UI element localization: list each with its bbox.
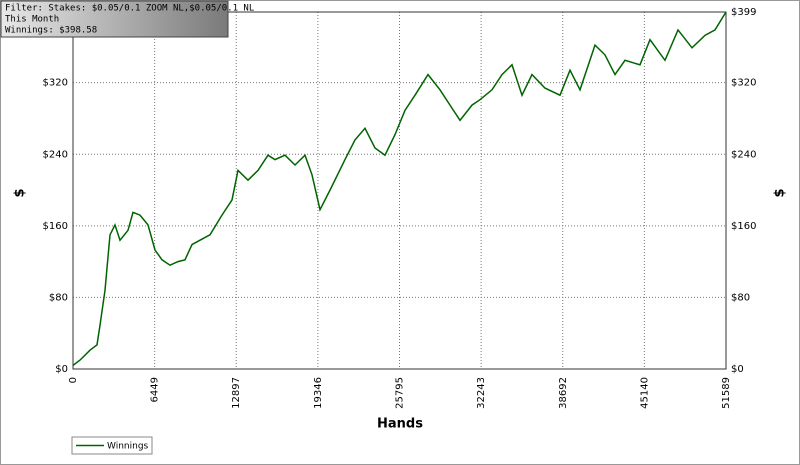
y-tick-label: $160 xyxy=(43,221,68,232)
info-line: Winnings: $398.58 xyxy=(5,26,97,36)
y2-tick-label: $399 xyxy=(731,7,756,18)
plot-area: $0$0$80$80$160$160$240$240$320$320$399$3… xyxy=(43,7,757,409)
overlay: Filter: Stakes: $0.05/0.1 ZOOM NL,$0.05/… xyxy=(0,0,788,455)
plot-border xyxy=(72,11,727,370)
y2-tick-label: $320 xyxy=(731,78,756,89)
y2-axis-title: $ xyxy=(773,188,788,197)
y2-tick-label: $240 xyxy=(731,149,756,160)
y-tick-label: $320 xyxy=(43,78,68,89)
info-box xyxy=(0,0,229,38)
y-tick-label: $0 xyxy=(55,364,68,375)
y2-tick-label: $0 xyxy=(731,364,744,375)
y2-tick-label: $80 xyxy=(731,292,750,303)
x-tick-label: 0 xyxy=(68,377,79,383)
x-tick-label: 32243 xyxy=(476,377,487,409)
x-tick-label: 38692 xyxy=(558,377,569,409)
info-line: Filter: Stakes: $0.05/0.1 ZOOM NL,$0.05/… xyxy=(5,4,254,14)
x-tick-label: 12897 xyxy=(231,377,242,409)
info-line: This Month xyxy=(5,15,59,25)
x-tick-label: 6449 xyxy=(150,377,161,402)
series-line xyxy=(72,11,727,366)
y2-tick-label: $160 xyxy=(731,221,756,232)
x-tick-label: 45140 xyxy=(639,377,650,409)
y-tick-label: $80 xyxy=(49,292,68,303)
y-axis-title: $ xyxy=(13,188,28,197)
legend-box xyxy=(71,436,153,455)
x-axis-title: Hands xyxy=(377,417,423,432)
x-tick-label: 19346 xyxy=(313,377,324,409)
x-tick-label: 51589 xyxy=(721,377,732,409)
y-tick-label: $240 xyxy=(43,149,68,160)
legend-label: Winnings xyxy=(107,442,149,452)
x-tick-label: 25795 xyxy=(395,377,406,409)
